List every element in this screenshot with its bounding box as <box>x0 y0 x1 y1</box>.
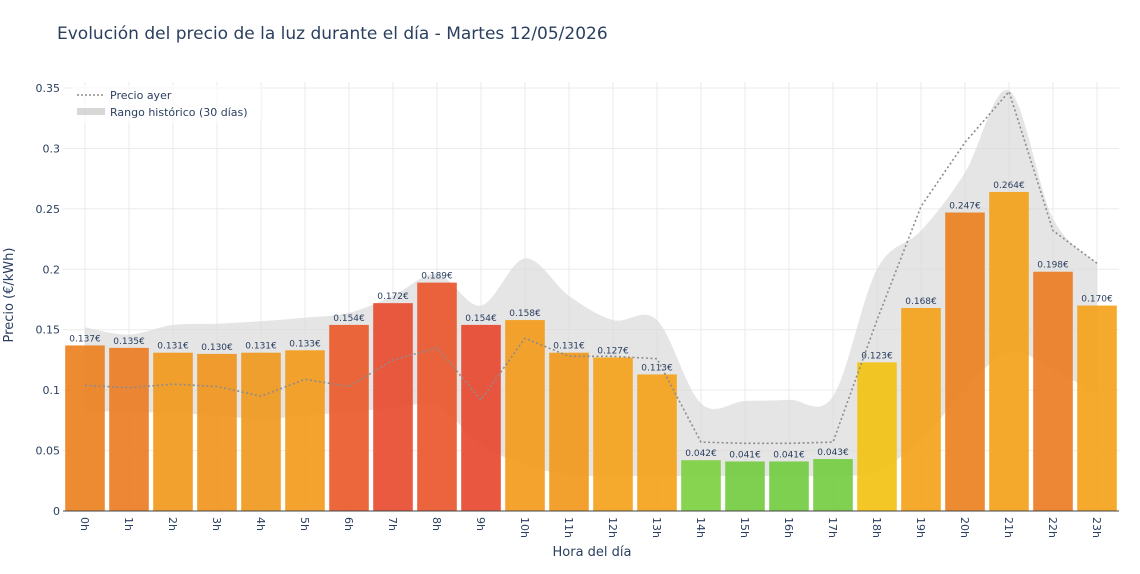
y-tick-label: 0.15 <box>36 324 61 337</box>
legend-swatch-band <box>77 108 105 115</box>
bar-value-label: 0.131€ <box>245 342 277 352</box>
bar-value-label: 0.130€ <box>201 343 233 353</box>
price-bar[interactable] <box>197 353 237 511</box>
bar-value-label: 0.127€ <box>597 347 629 357</box>
bar-value-label: 0.172€ <box>377 292 409 302</box>
legend-background <box>71 85 261 123</box>
price-bar[interactable] <box>725 461 765 511</box>
bar-value-label: 0.123€ <box>861 351 893 361</box>
x-tick-label: 16h <box>782 517 795 538</box>
y-tick-label: 0.05 <box>36 445 61 458</box>
bar-value-label: 0.043€ <box>817 448 849 458</box>
legend-label-range: Rango histórico (30 días) <box>110 106 248 119</box>
x-tick-label: 19h <box>914 517 927 538</box>
x-tick-label: 7h <box>386 517 399 531</box>
bar-value-label: 0.041€ <box>773 450 805 460</box>
x-tick-label: 22h <box>1046 517 1059 538</box>
price-bar[interactable] <box>285 350 325 511</box>
legend[interactable]: Precio ayer Rango histórico (30 días) <box>71 85 261 123</box>
bar-value-label: 0.041€ <box>729 450 761 460</box>
legend-label-prev: Precio ayer <box>110 89 172 102</box>
y-tick-label: 0.35 <box>36 82 61 95</box>
price-bar[interactable] <box>373 303 413 511</box>
price-bar[interactable] <box>681 460 721 511</box>
bar-value-label: 0.198€ <box>1037 261 1069 271</box>
price-bar[interactable] <box>593 357 633 511</box>
bar-value-label: 0.113€ <box>641 363 673 373</box>
bar-value-label: 0.247€ <box>949 202 981 212</box>
bar-value-label: 0.137€ <box>69 334 101 344</box>
legend-item-range[interactable]: Rango histórico (30 días) <box>77 106 248 119</box>
price-bar[interactable] <box>417 282 457 511</box>
bar-value-label: 0.168€ <box>905 297 937 307</box>
price-bar[interactable] <box>65 345 105 511</box>
y-axis: 0 0.05 0.1 0.15 0.2 0.25 0.3 0.35 <box>36 82 1119 518</box>
bar-value-label: 0.189€ <box>421 272 453 282</box>
chart-title: Evolución del precio de la luz durante e… <box>57 24 608 44</box>
y-tick-label: 0 <box>53 505 60 518</box>
bar-value-labels: 0.137€ 0.135€ 0.131€ 0.130€ 0.131€ 0.133€ 0.15… <box>69 181 1113 460</box>
x-tick-label: 12h <box>606 517 619 538</box>
x-tick-label: 11h <box>562 517 575 538</box>
price-bar[interactable] <box>505 320 545 511</box>
x-tick-label: 13h <box>650 517 663 538</box>
x-tick-label: 2h <box>166 517 179 531</box>
price-bar[interactable] <box>857 362 897 511</box>
bar-value-label: 0.131€ <box>157 342 189 352</box>
bar-value-label: 0.131€ <box>553 342 585 352</box>
bar-value-label: 0.154€ <box>333 314 365 324</box>
legend-item-prev[interactable]: Precio ayer <box>77 89 172 102</box>
x-tick-label: 14h <box>694 517 707 538</box>
x-tick-label: 18h <box>870 517 883 538</box>
x-tick-label: 23h <box>1090 517 1103 538</box>
x-tick-label: 8h <box>430 517 443 531</box>
price-bar[interactable] <box>637 374 677 511</box>
x-tick-label: 3h <box>210 517 223 531</box>
bar-value-label: 0.158€ <box>509 309 541 319</box>
price-bar[interactable] <box>945 212 985 511</box>
price-bars <box>65 191 1117 512</box>
x-tick-label: 4h <box>254 517 267 531</box>
x-tick-label: 5h <box>298 517 311 531</box>
x-tick-label: 9h <box>474 517 487 531</box>
price-bar[interactable] <box>989 191 1029 512</box>
y-tick-label: 0.3 <box>43 142 61 155</box>
price-bar[interactable] <box>329 324 369 511</box>
x-tick-label: 20h <box>958 517 971 538</box>
bar-value-label: 0.042€ <box>685 449 717 459</box>
x-axis: 0h 1h 2h 3h 4h 5h 6h 7h 8h 9h 10h 11h 12h 13h 14h 15h 16… <box>78 517 1103 538</box>
price-bar[interactable] <box>461 324 501 511</box>
price-bar[interactable] <box>549 352 589 511</box>
x-tick-label: 15h <box>738 517 751 538</box>
x-tick-label: 21h <box>1002 517 1015 538</box>
y-tick-label: 0.25 <box>36 203 61 216</box>
price-bar[interactable] <box>1033 271 1073 511</box>
price-bar[interactable] <box>769 461 809 511</box>
price-bar[interactable] <box>813 459 853 511</box>
bar-value-label: 0.170€ <box>1081 295 1113 305</box>
bar-value-label: 0.135€ <box>113 337 145 347</box>
price-bar[interactable] <box>241 352 281 511</box>
x-tick-label: 0h <box>78 517 91 531</box>
price-bar[interactable] <box>109 347 149 511</box>
y-tick-label: 0.1 <box>43 384 61 397</box>
x-axis-title: Hora del día <box>553 545 632 560</box>
y-axis-title: Precio (€/kWh) <box>2 248 17 343</box>
price-bar[interactable] <box>153 352 193 511</box>
price-bar[interactable] <box>1077 305 1117 511</box>
x-tick-label: 6h <box>342 517 355 531</box>
price-bar[interactable] <box>901 307 941 511</box>
bar-value-label: 0.154€ <box>465 314 497 324</box>
x-tick-label: 1h <box>122 517 135 531</box>
bar-value-label: 0.264€ <box>993 181 1025 191</box>
y-tick-label: 0.2 <box>43 263 61 276</box>
x-tick-label: 17h <box>826 517 839 538</box>
x-tick-label: 10h <box>518 517 531 538</box>
bar-value-label: 0.133€ <box>289 339 321 349</box>
